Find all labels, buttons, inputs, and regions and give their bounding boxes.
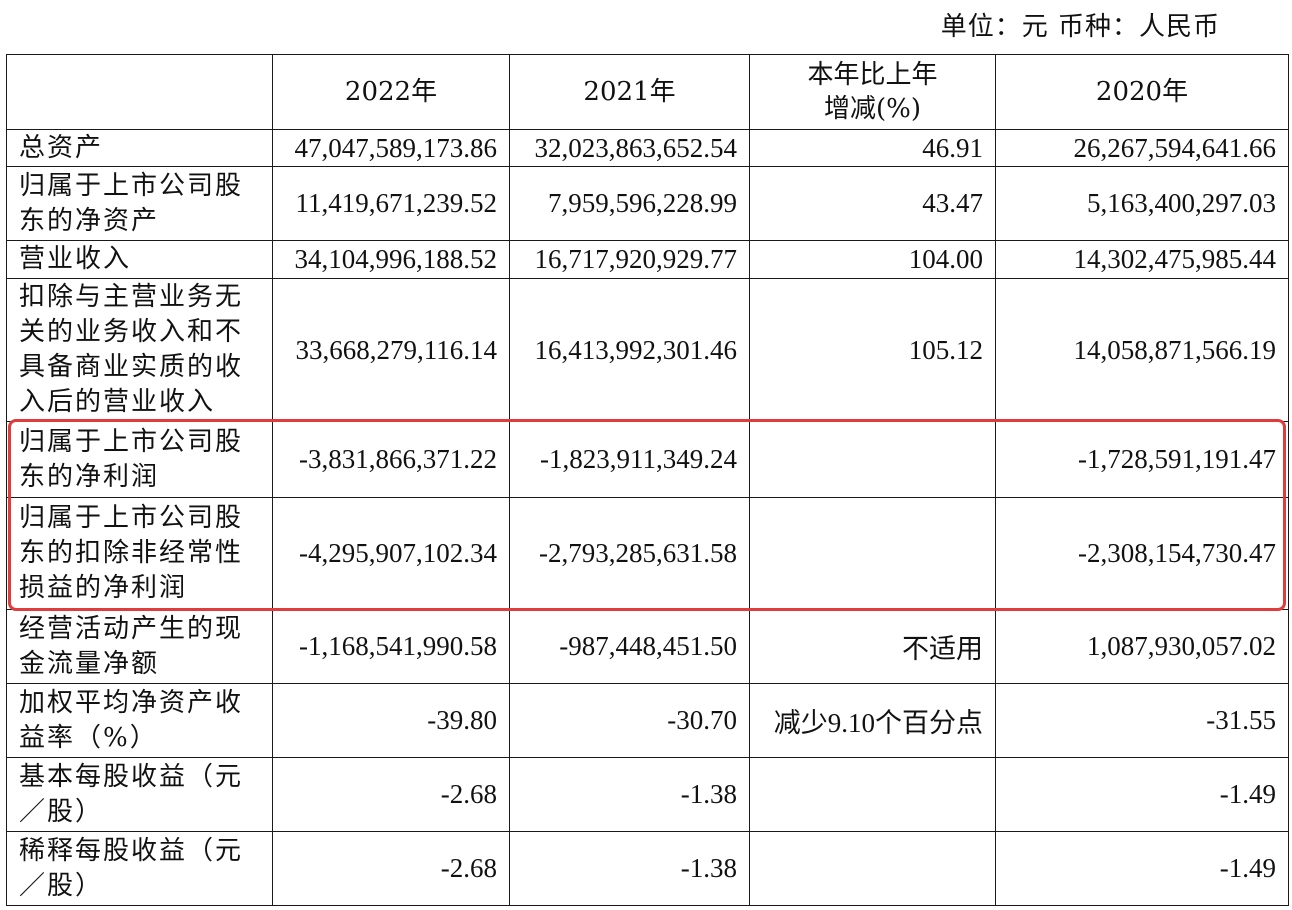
- cell-2022: -2.68: [272, 831, 510, 906]
- cell-change: 43.47: [749, 166, 996, 241]
- row-label: 归属于上市公司股东的扣除非经常性损益的净利润: [6, 497, 273, 610]
- row-label: 稀释每股收益（元／股）: [6, 831, 273, 906]
- cell-2022: -3,831,866,371.22: [272, 421, 510, 498]
- cell-2020: -1.49: [995, 757, 1289, 832]
- row-label: 归属于上市公司股东的净利润: [6, 421, 273, 498]
- header-2021: 2021年: [509, 54, 750, 130]
- cell-2020: 14,302,475,985.44: [995, 240, 1289, 279]
- table-row: 归属于上市公司股东的扣除非经常性损益的净利润 -4,295,907,102.34…: [6, 497, 1289, 610]
- row-label: 总资产: [6, 129, 273, 167]
- cell-change: 104.00: [749, 240, 996, 279]
- row-label: 加权平均净资产收益率（%）: [6, 683, 273, 758]
- table-row: 扣除与主营业务无关的业务收入和不具备商业实质的收入后的营业收入 33,668,2…: [6, 278, 1289, 422]
- cell-change: [749, 421, 996, 498]
- cell-2020: 5,163,400,297.03: [995, 166, 1289, 241]
- cell-2021: -2,793,285,631.58: [509, 497, 750, 610]
- cell-2021: 16,717,920,929.77: [509, 240, 750, 279]
- cell-2021: -30.70: [509, 683, 750, 758]
- cell-2020: 1,087,930,057.02: [995, 609, 1289, 684]
- cell-2020: -2,308,154,730.47: [995, 497, 1289, 610]
- cell-2021: 32,023,863,652.54: [509, 129, 750, 167]
- table-row: 加权平均净资产收益率（%） -39.80 -30.70 减少9.10个百分点 -…: [6, 683, 1289, 758]
- table-row: 归属于上市公司股东的净资产 11,419,671,239.52 7,959,59…: [6, 166, 1289, 241]
- unit-currency-note: 单位：元 币种：人民币: [940, 12, 1220, 42]
- table-row: 基本每股收益（元／股） -2.68 -1.38 -1.49: [6, 757, 1289, 832]
- table-row: 归属于上市公司股东的净利润 -3,831,866,371.22 -1,823,9…: [6, 421, 1289, 498]
- cell-2020: 14,058,871,566.19: [995, 278, 1289, 422]
- header-item-label: [6, 54, 273, 130]
- cell-2022: 47,047,589,173.86: [272, 129, 510, 167]
- header-2022: 2022年: [272, 54, 510, 130]
- cell-change: [749, 831, 996, 906]
- cell-2020: -1.49: [995, 831, 1289, 906]
- cell-2021: 16,413,992,301.46: [509, 278, 750, 422]
- cell-2022: -1,168,541,990.58: [272, 609, 510, 684]
- table-row: 营业收入 34,104,996,188.52 16,717,920,929.77…: [6, 240, 1289, 279]
- cell-change: 105.12: [749, 278, 996, 422]
- cell-2022: -39.80: [272, 683, 510, 758]
- cell-2021: -987,448,451.50: [509, 609, 750, 684]
- cell-2022: 11,419,671,239.52: [272, 166, 510, 241]
- cell-2021: -1,823,911,349.24: [509, 421, 750, 498]
- cell-2022: -4,295,907,102.34: [272, 497, 510, 610]
- cell-2020: -31.55: [995, 683, 1289, 758]
- cell-change: [749, 757, 996, 832]
- row-label: 扣除与主营业务无关的业务收入和不具备商业实质的收入后的营业收入: [6, 278, 273, 422]
- header-2020: 2020年: [995, 54, 1289, 130]
- cell-2021: -1.38: [509, 831, 750, 906]
- table-row: 经营活动产生的现金流量净额 -1,168,541,990.58 -987,448…: [6, 609, 1289, 684]
- cell-change: [749, 497, 996, 610]
- row-label: 基本每股收益（元／股）: [6, 757, 273, 832]
- cell-change: 减少9.10个百分点: [749, 683, 996, 758]
- row-label: 营业收入: [6, 240, 273, 279]
- header-change: 本年比上年 增减(%): [749, 54, 996, 130]
- row-label: 经营活动产生的现金流量净额: [6, 609, 273, 684]
- cell-change: 46.91: [749, 129, 996, 167]
- cell-2022: 34,104,996,188.52: [272, 240, 510, 279]
- cell-2022: 33,668,279,116.14: [272, 278, 510, 422]
- cell-2021: 7,959,596,228.99: [509, 166, 750, 241]
- cell-2022: -2.68: [272, 757, 510, 832]
- table-row: 总资产 47,047,589,173.86 32,023,863,652.54 …: [6, 129, 1289, 167]
- table-row: 稀释每股收益（元／股） -2.68 -1.38 -1.49: [6, 831, 1289, 906]
- cell-2020: 26,267,594,641.66: [995, 129, 1289, 167]
- cell-change: 不适用: [749, 609, 996, 684]
- cell-2021: -1.38: [509, 757, 750, 832]
- table-header-row: 2022年 2021年 本年比上年 增减(%) 2020年: [6, 54, 1289, 130]
- row-label: 归属于上市公司股东的净资产: [6, 166, 273, 241]
- financial-indicators-table: 2022年 2021年 本年比上年 增减(%) 2020年 总资产 47,047…: [6, 54, 1289, 906]
- cell-2020: -1,728,591,191.47: [995, 421, 1289, 498]
